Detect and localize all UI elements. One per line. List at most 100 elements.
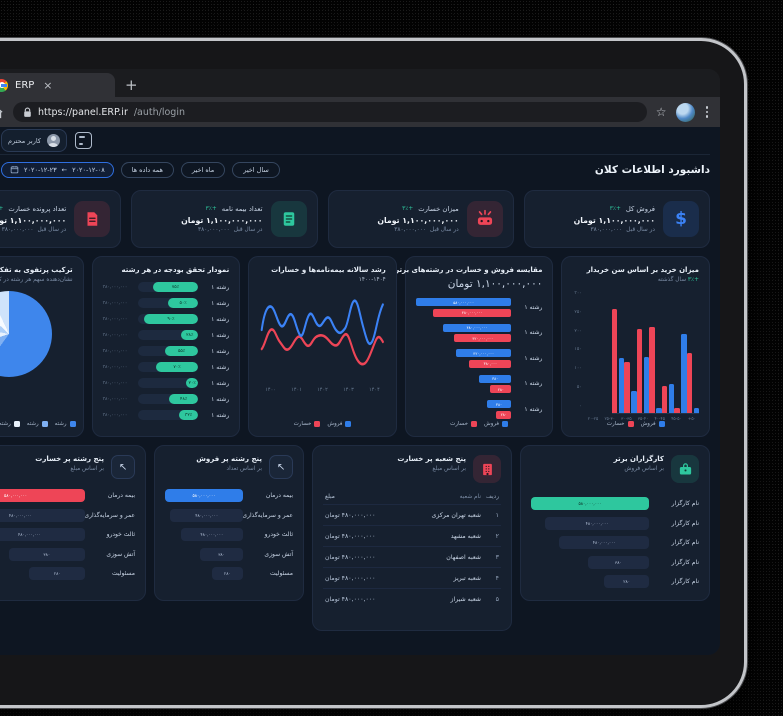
kpi-badge: +۳٪ — [0, 206, 4, 212]
user-chip[interactable]: کاربر محترم — [1, 129, 67, 152]
ranking-bar: ۲۸۰ — [604, 575, 649, 588]
legend-label: رشته — [26, 421, 39, 427]
age-purchase-chart-card: میزان خرید بر اساس سن خریدار +۳٪ سال گذش… — [561, 256, 710, 437]
branch-name: شعبه مشهد — [403, 525, 483, 547]
age-bar-group — [611, 308, 624, 413]
browser-profile-avatar[interactable] — [675, 102, 695, 122]
browser-menu-icon[interactable] — [704, 106, 711, 118]
app-badge-icon[interactable] — [74, 132, 92, 149]
filter-pill-همه داده ها[interactable]: همه داده ها — [120, 161, 174, 178]
ranking-bar: ۳۸۰ — [8, 547, 85, 561]
new-tab-button[interactable]: + — [125, 76, 138, 94]
age-x-label: ۳۵-۴۰ — [637, 416, 649, 421]
legend-swatch — [13, 421, 20, 427]
kpi-prev-value: ۳۸۰,۰۰۰,۰۰۰ — [197, 227, 230, 233]
date-range-picker[interactable]: ۲۰۲۰-۱۲-۰۸ ← ۲۰۲۰-۱۲-۲۳ — [1, 161, 114, 178]
legend-swatch — [471, 421, 477, 427]
loss-bar: ۲۸۰ — [490, 385, 512, 393]
age-bar-group — [674, 334, 687, 413]
budget-progress-track: ۴۸٪ — [137, 394, 199, 404]
budget-row: رشته ۱ ۵۰٪ ۳۸۰,۰۰۰,۰۰۰ — [103, 298, 229, 308]
branch-row-num: ۵ — [483, 588, 501, 609]
chart-title: میزان خرید بر اساس سن خریدار — [586, 266, 699, 274]
legend-item: فروش — [484, 421, 509, 427]
growth-x-label: ۱۴۰۰ — [265, 387, 276, 393]
budget-row-value: ۳۸۰,۰۰۰,۰۰۰ — [102, 316, 128, 322]
expand-link-icon[interactable]: ↖ — [111, 455, 135, 479]
growth-x-label: ۱۴۰۱ — [291, 387, 302, 393]
tab-strip: ERP × + — [0, 69, 720, 97]
ranking-row: بیمه درمان ۵۸۰,۰۰۰,۰۰۰ — [165, 489, 293, 502]
budget-progress-fill: ۳۲٪ — [178, 410, 199, 420]
kpi-title: تعداد بیمه نامه — [221, 205, 263, 213]
budget-row: رشته ۱ ۹۰٪ ۳۸۰,۰۰۰,۰۰۰ — [102, 314, 230, 324]
chart-subtitle: +۳٪ سال گذشته — [657, 277, 699, 283]
ranking-row: نام کارگزار ۴۸۰,۰۰۰,۰۰۰ — [531, 516, 699, 530]
ranking-bar: ۴۸۰,۰۰۰,۰۰۰ — [170, 508, 243, 522]
loss-bar: ۲۸۰ — [496, 410, 512, 419]
budget-row-label: رشته ۱ — [211, 315, 230, 323]
branch-table-row: ۴ شعبه تبریز ۴۸۰,۰۰۰,۰۰۰ تومان — [323, 567, 501, 589]
ranking-row-label: ثالث خودرو — [264, 531, 293, 538]
kpi-prev-label: در سال قبل — [626, 227, 655, 233]
lock-icon — [24, 107, 31, 117]
branch-row-num: ۴ — [483, 567, 501, 589]
ranking-row: مسئولیت ۲۸۰ — [165, 567, 293, 580]
age-bar-group — [661, 384, 674, 413]
age-y-tick: ۵۰ — [576, 385, 582, 391]
age-bar-group — [636, 328, 649, 413]
kpi-title: تعداد پرونده خسارت — [8, 205, 67, 213]
ranking-row-label: آتش سوزی — [106, 550, 135, 558]
ranking-bar-zone: ۳۸۰ — [0, 547, 85, 561]
title-row: داشبورد اطلاعات کلان سال اخیر ماه اخیر همه… — [0, 155, 710, 184]
ranking-row: ثالث خودرو ۴۸۰,۰۰۰,۰۰۰ — [0, 528, 135, 541]
budget-row: رشته ۱ ۷۵٪ ۳۸۰,۰۰۰,۰۰۰ — [103, 282, 229, 292]
policy-doc-icon — [270, 201, 307, 237]
filter-pill-سال اخیر[interactable]: سال اخیر — [232, 161, 280, 178]
age-bar-group — [649, 326, 662, 413]
loss-bar: ۴۸۰,۰۰۰,۰۰۰ — [433, 308, 512, 317]
kpi-card-total-sales: $ فروش کل +۳٪ ۱,۱۰۰,۰۰۰,۰۰۰ تومان در سال … — [523, 190, 710, 248]
loss-bar — [636, 328, 642, 413]
address-bar[interactable]: https://panel.ERP.ir/auth/login — [13, 102, 647, 122]
budget-progress-fill: ۵۰٪ — [167, 298, 199, 308]
home-icon[interactable] — [0, 105, 4, 120]
col-header-amount: مبلغ — [325, 494, 335, 500]
kpi-value: ۱,۱۰۰,۰۰۰,۰۰۰ تومان — [377, 215, 459, 225]
loss-bar — [686, 352, 692, 413]
card-title: کارگزاران برتر — [613, 455, 664, 463]
branch-row-num: ۱ — [483, 504, 501, 526]
branches-table: ردیف نام شعبه مبلغ ۱ شعبه تهران مرکزی ۴۸۰,… — [323, 490, 501, 609]
filter-pill-ماه اخیر[interactable]: ماه اخیر — [180, 161, 226, 178]
ranking-bar-zone: ۴۸۰,۰۰۰,۰۰۰ — [0, 528, 85, 541]
ranking-bar: ۲۸۰ — [29, 567, 85, 580]
date-to: ۲۰۲۰-۱۲-۰۸ — [72, 165, 105, 174]
tab-close-icon[interactable]: × — [43, 78, 53, 92]
bookmark-star-icon[interactable]: ☆ — [655, 105, 667, 119]
chart-title: ترکیب پرتفوی به تفکیک رشته — [0, 266, 73, 274]
ranking-row: آتش سوزی ۳۸۰ — [0, 547, 135, 561]
compare-bars: ۴۲۰,۰۰۰,۰۰۰ ۳۸۰,۰۰۰ — [416, 349, 512, 368]
age-y-tick: ۰ — [579, 403, 582, 409]
kpi-prev-value: ۳۸۰,۰۰۰,۰۰۰ — [1, 227, 34, 233]
loss-bar — [624, 361, 630, 413]
browser-tab-erp[interactable]: ERP × — [0, 73, 115, 97]
card-subtitle: بر اساس فروش — [624, 466, 664, 472]
expand-link-icon[interactable]: ↖ — [269, 455, 293, 479]
ranking-bar-zone: ۳۸۰ — [531, 555, 649, 569]
kpi-prev-label: در سال قبل — [37, 227, 67, 233]
legend-label: فروش — [484, 421, 500, 427]
sales-bar — [668, 384, 674, 413]
age-x-label: +۵۰ — [687, 416, 696, 421]
ranking-bar: ۴۸۰,۰۰۰,۰۰۰ — [0, 528, 85, 541]
compare-total-value: ۱,۱۰۰,۰۰۰,۰۰۰ تومان — [447, 278, 543, 290]
age-x-label: ۳۰-۳۵ — [621, 416, 632, 421]
annual-growth-line-card: رشد سالانه بیمه‌نامه‌ها و خسارات ۱۴۰۰-۱۴… — [248, 256, 397, 437]
ranking-row-label: ثالث خودرو — [106, 531, 135, 538]
budget-progress-track: ۵۰٪ — [137, 298, 199, 308]
sales-bar — [618, 358, 624, 413]
browser-toolbar: https://panel.ERP.ir/auth/login ☆ — [0, 97, 720, 127]
budget-row-value: ۳۸۰,۰۰۰,۰۰۰ — [102, 396, 128, 402]
legend-label: خسارت — [606, 421, 625, 427]
